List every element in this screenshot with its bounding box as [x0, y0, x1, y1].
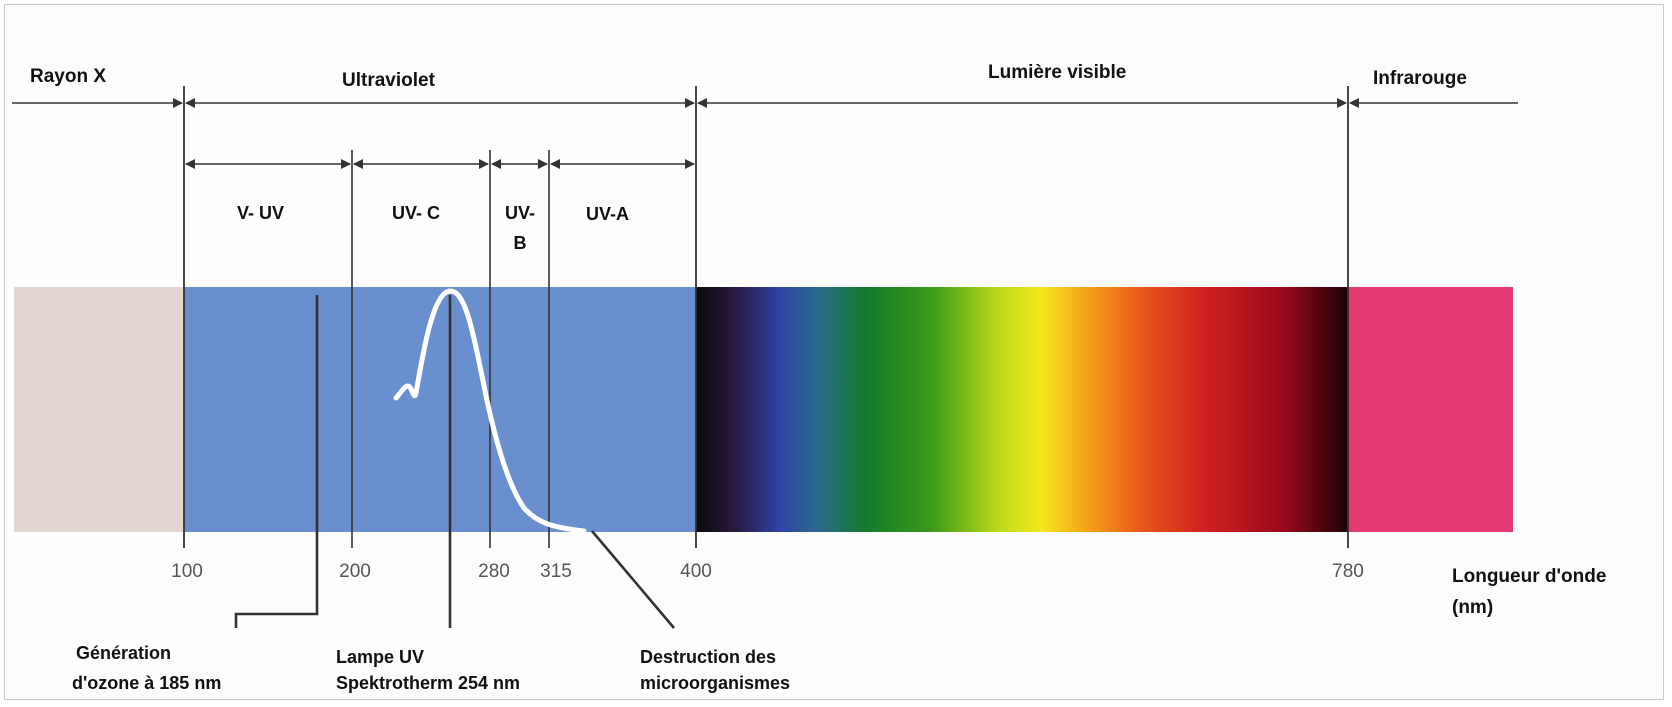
vuv-label: V- UV [237, 203, 285, 223]
axis-label-line2: (nm) [1452, 597, 1494, 618]
xray-band [14, 287, 184, 532]
tick-400: 400 [680, 561, 712, 582]
uvc-label: UV- C [392, 203, 441, 223]
axis-label-line1: Longueur d'onde [1452, 566, 1607, 587]
infrared-label: Infrarouge [1373, 68, 1467, 89]
tick-200: 200 [339, 561, 371, 582]
destruction-label-line1: Destruction des [640, 647, 777, 667]
infrared-band [1348, 287, 1513, 532]
xray-label: Rayon X [30, 66, 107, 87]
destruction-leader [591, 530, 675, 629]
tick-280: 280 [478, 561, 510, 582]
uvb-label-line1: UV- [504, 203, 536, 223]
lamp-label-line1: Lampe UV [336, 647, 425, 667]
ozone-leader [234, 295, 319, 628]
destruction-label-line2: microorganismes [640, 673, 791, 693]
uvb-label-line2: B [513, 233, 527, 253]
germicidal-curve [393, 288, 587, 534]
uva-label: UV-A [586, 204, 630, 224]
visible-band [696, 287, 1348, 532]
ozone-label-line2: d'ozone à 185 nm [72, 673, 222, 693]
tick-315: 315 [540, 561, 572, 582]
tick-780: 780 [1332, 561, 1364, 582]
visible-label: Lumière visible [988, 62, 1127, 83]
tick-100: 100 [171, 561, 203, 582]
ultraviolet-label: Ultraviolet [342, 70, 435, 91]
lamp-label-line2: Spektrotherm 254 nm [336, 673, 521, 693]
uv-band [184, 287, 696, 532]
ozone-label-line1: Génération [76, 643, 172, 663]
